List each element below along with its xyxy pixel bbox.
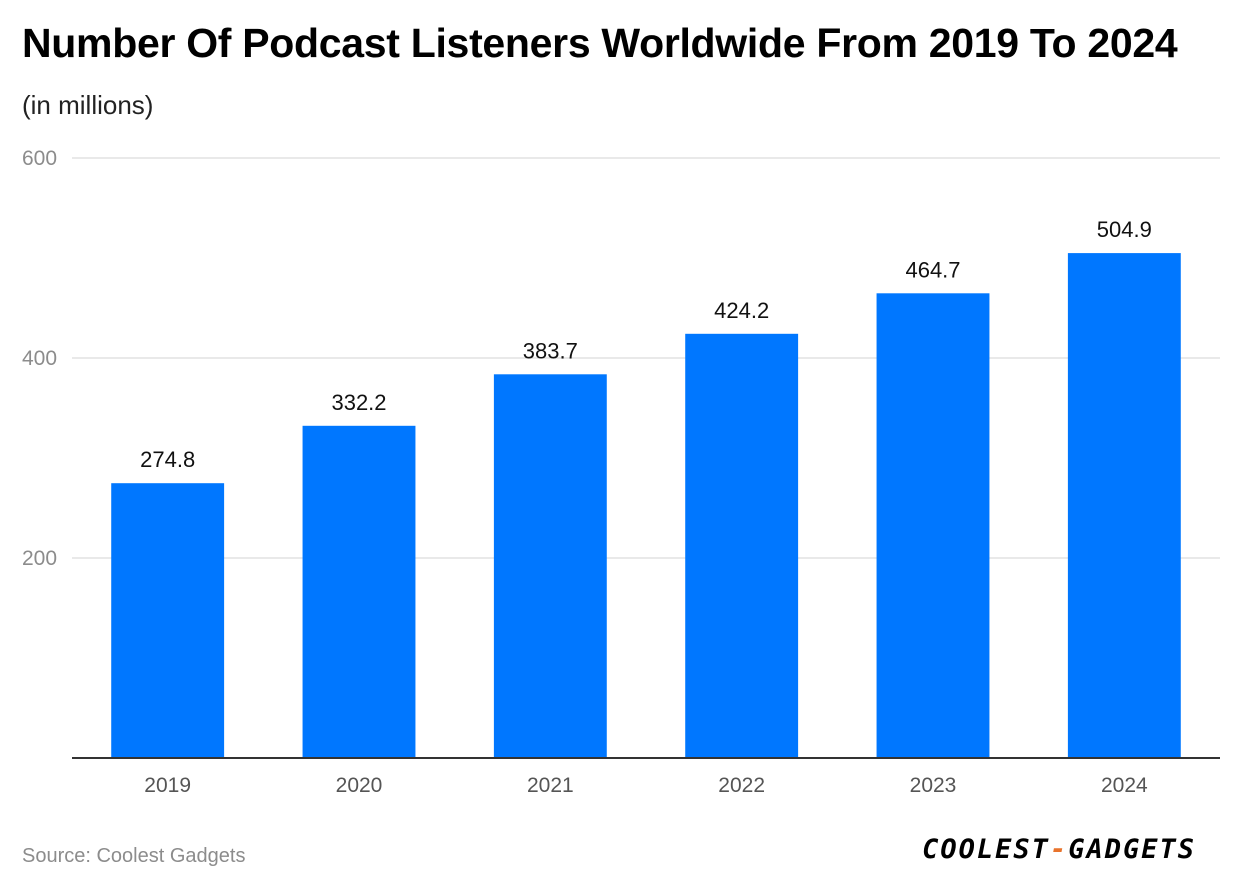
bar-2019 [111,483,225,758]
bar-2024 [1067,253,1181,758]
data-labels: 274.8 332.2 383.7 424.2 464.7 504.9 [140,217,1152,472]
x-tick-label: 2020 [336,774,383,797]
data-label: 383.7 [523,338,578,363]
brand-logo: COOLEST-GADGETS [922,834,1196,865]
logo-right: GADGETS [1068,834,1196,865]
source-note: Source: Coolest Gadgets [22,845,246,867]
bar-2023 [876,293,990,758]
gridlines [72,157,1220,559]
bars [111,253,1181,758]
bar-2021 [493,374,607,758]
y-tick-label: 400 [22,347,57,370]
data-label: 464.7 [905,257,960,282]
x-tick-label: 2024 [1101,774,1148,797]
bar-2022 [685,333,799,758]
data-label: 424.2 [714,298,769,323]
y-tick-label: 200 [22,547,57,570]
axes: 200 400 600 2019 2020 2021 2022 2023 2024 [22,147,1220,797]
logo-left: COOLEST [922,834,1050,865]
data-label: 504.9 [1097,217,1152,242]
logo-separator: - [1049,834,1069,865]
x-tick-label: 2019 [144,774,191,797]
bar-chart: 274.8 332.2 383.7 424.2 464.7 504.9 200 400 600… [22,147,1220,797]
y-tick-label: 600 [22,147,57,170]
x-tick-label: 2021 [527,774,574,797]
x-tick-label: 2023 [910,774,957,797]
chart-subtitle: (in millions) [22,90,154,120]
x-tick-label: 2022 [718,774,765,797]
bar-2020 [302,425,416,758]
chart-title: Number Of Podcast Listeners Worldwide Fr… [22,20,1178,66]
data-label: 274.8 [140,447,195,472]
data-label: 332.2 [331,390,386,415]
